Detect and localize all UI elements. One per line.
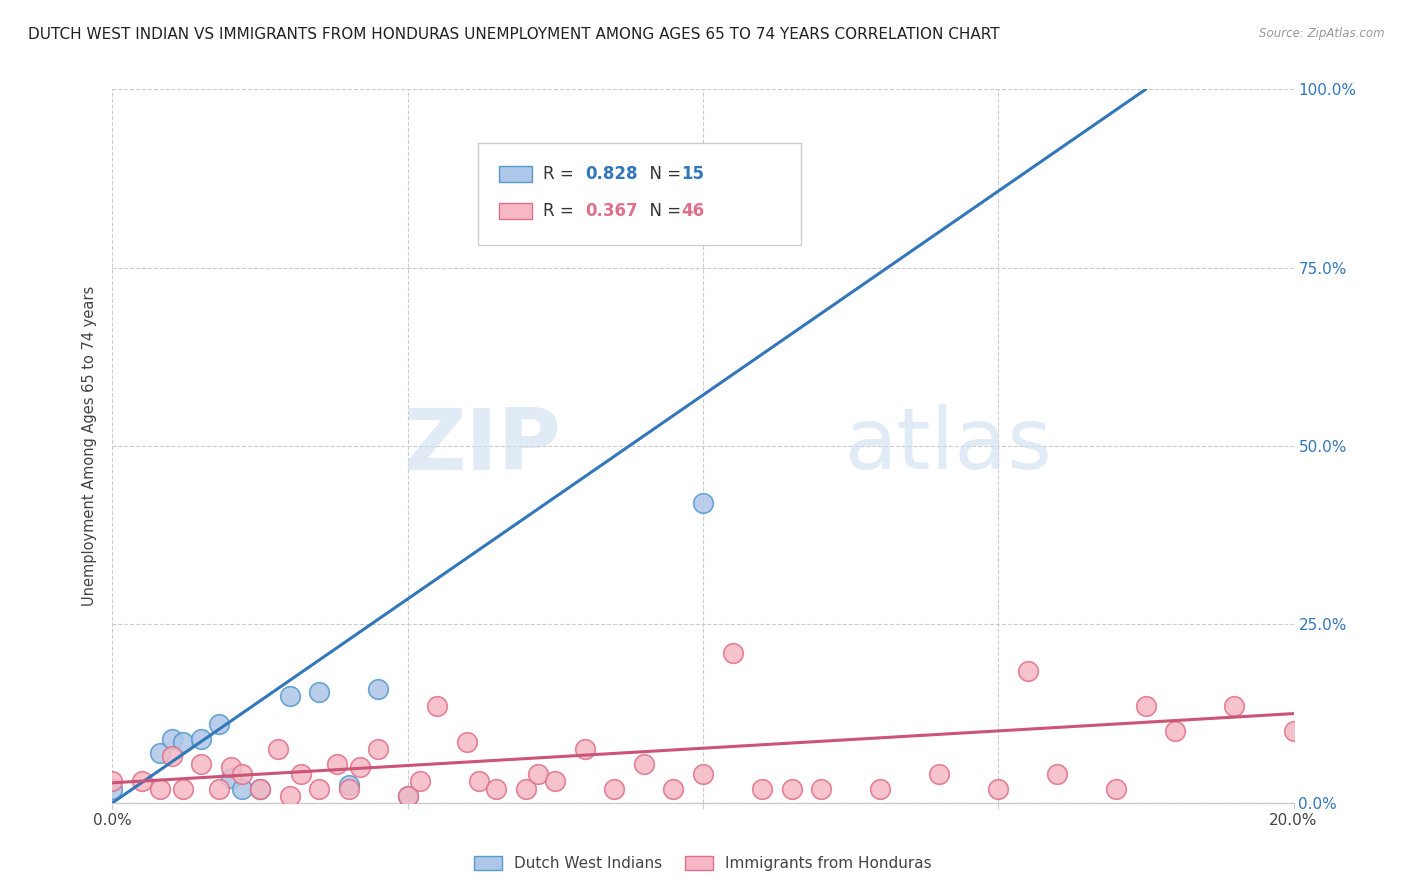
Point [692,767,714,781]
Point [367,681,389,696]
Point [190,731,212,746]
Point [751,781,773,796]
Point [231,781,253,796]
Point [172,735,194,749]
Text: N =: N = [638,165,686,183]
Text: N =: N = [638,202,686,220]
Point [721,646,744,660]
Text: R =: R = [543,202,579,220]
Point [367,742,389,756]
Point [160,749,183,764]
Point [467,774,489,789]
Point [290,767,312,781]
Text: 0.367: 0.367 [585,202,638,220]
Text: DUTCH WEST INDIAN VS IMMIGRANTS FROM HONDURAS UNEMPLOYMENT AMONG AGES 65 TO 74 Y: DUTCH WEST INDIAN VS IMMIGRANTS FROM HON… [28,27,1000,42]
Text: 0.828: 0.828 [585,165,638,183]
Text: atlas: atlas [845,404,1053,488]
Point [1017,664,1039,678]
Point [426,699,449,714]
Point [308,685,330,699]
Point [456,735,478,749]
Point [131,774,153,789]
Point [172,781,194,796]
Point [160,731,183,746]
Point [574,742,596,756]
Point [987,781,1010,796]
Point [101,781,124,796]
Point [349,760,371,774]
Y-axis label: Unemployment Among Ages 65 to 74 years: Unemployment Among Ages 65 to 74 years [82,285,97,607]
Point [267,742,290,756]
Point [326,756,349,771]
Legend: Dutch West Indians, Immigrants from Honduras: Dutch West Indians, Immigrants from Hond… [468,849,938,877]
Point [1164,724,1187,739]
Point [810,781,832,796]
Point [396,789,419,803]
Point [408,774,430,789]
Point [208,717,231,731]
Point [869,781,891,796]
Point [101,774,124,789]
Point [337,781,360,796]
Point [396,789,419,803]
Text: R =: R = [543,165,579,183]
Text: 15: 15 [681,165,704,183]
Point [278,789,301,803]
Point [633,756,655,771]
Text: Source: ZipAtlas.com: Source: ZipAtlas.com [1260,27,1385,40]
Text: 46: 46 [681,202,704,220]
Point [337,778,360,792]
Point [249,781,271,796]
Point [485,781,508,796]
Point [1282,724,1305,739]
Point [515,781,537,796]
Point [249,781,271,796]
Point [208,781,231,796]
Point [1223,699,1246,714]
Point [603,781,626,796]
Point [278,689,301,703]
Point [219,771,242,785]
Point [1105,781,1128,796]
Point [544,774,567,789]
Point [1135,699,1157,714]
Point [219,760,242,774]
Point [149,746,172,760]
Point [780,781,803,796]
Point [1046,767,1069,781]
Point [231,767,253,781]
Point [928,767,950,781]
Point [662,781,685,796]
Point [308,781,330,796]
Point [692,496,714,510]
Point [149,781,172,796]
Text: ZIP: ZIP [404,404,561,488]
Point [190,756,212,771]
Point [526,767,548,781]
